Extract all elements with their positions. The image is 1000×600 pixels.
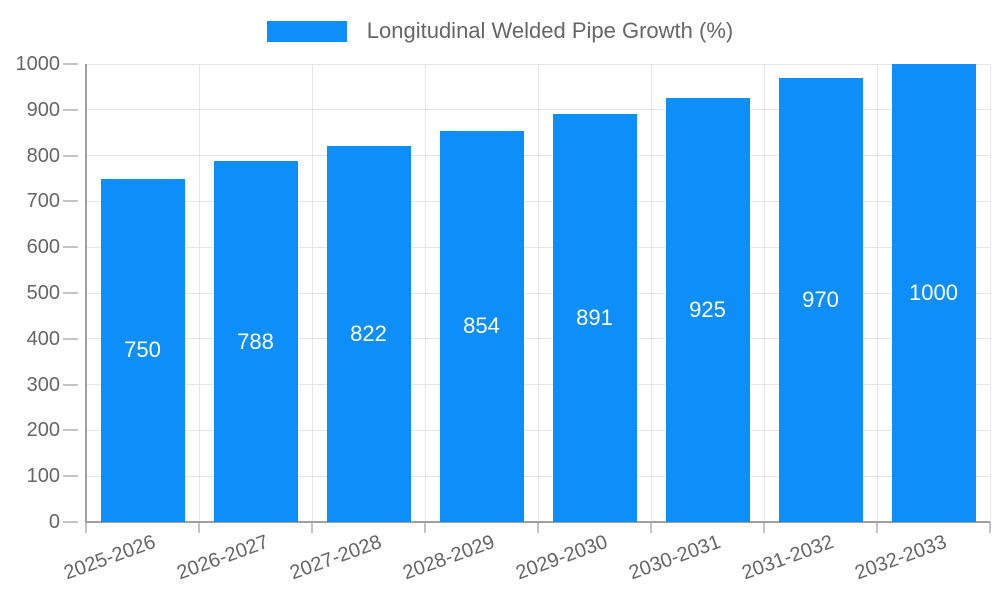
bar-value-label: 970 <box>802 286 839 312</box>
legend-swatch[interactable] <box>266 20 347 42</box>
x-tick <box>650 522 652 533</box>
legend-label: Longitudinal Welded Pipe Growth (%) <box>366 18 734 43</box>
bar-value-label: 822 <box>350 320 387 346</box>
bar-value-label: 788 <box>237 328 274 354</box>
y-tick <box>63 521 78 523</box>
y-axis-line <box>85 64 87 522</box>
y-tick <box>63 429 78 432</box>
x-tick <box>876 522 878 533</box>
y-tick <box>63 383 78 386</box>
y-tick-label: 200 <box>26 419 60 442</box>
y-tick <box>63 63 78 65</box>
bar-value-label: 750 <box>124 337 161 363</box>
x-axis-label: 2032-2033 <box>851 530 950 585</box>
bar-value-label: 925 <box>689 297 726 323</box>
x-gridline <box>537 64 539 522</box>
y-tick <box>63 337 78 340</box>
chart-legend[interactable]: Longitudinal Welded Pipe Growth (%) <box>0 18 1000 44</box>
y-tick-label: 600 <box>26 236 60 259</box>
x-tick <box>763 522 765 533</box>
x-gridline <box>989 64 991 522</box>
bar <box>891 64 976 522</box>
y-tick-label: 100 <box>26 465 60 488</box>
y-tick <box>63 292 78 294</box>
y-tick-label: 900 <box>26 98 60 121</box>
y-tick <box>63 154 78 157</box>
y-tick-label: 0 <box>48 511 60 533</box>
x-tick <box>311 522 313 533</box>
bar <box>100 178 185 522</box>
x-axis-label: 2028-2029 <box>399 530 498 585</box>
x-axis-label: 2027-2028 <box>286 530 385 585</box>
y-tick-label: 1000 <box>15 53 61 75</box>
bar-value-label: 854 <box>463 313 500 339</box>
bar <box>326 145 411 522</box>
x-tick <box>424 522 426 533</box>
x-axis-label: 2026-2027 <box>173 530 272 585</box>
y-tick-label: 500 <box>26 282 60 304</box>
x-gridline <box>763 64 765 522</box>
x-axis-label: 2029-2030 <box>512 530 611 585</box>
y-tick-label: 400 <box>26 327 60 350</box>
x-axis-line <box>85 521 990 523</box>
y-tick-label: 700 <box>26 190 60 213</box>
bar <box>439 130 524 522</box>
bar <box>778 77 863 522</box>
bar <box>213 161 298 522</box>
y-tick <box>63 246 78 249</box>
x-tick <box>85 522 87 533</box>
x-tick <box>537 522 539 533</box>
y-tick <box>63 475 78 478</box>
y-tick <box>63 108 78 111</box>
x-tick <box>198 522 200 533</box>
x-gridline <box>876 64 878 522</box>
x-axis-label: 2031-2032 <box>738 530 837 585</box>
y-tick-label: 800 <box>26 144 60 167</box>
bar-value-label: 891 <box>576 304 613 330</box>
x-gridline <box>198 64 200 522</box>
bar <box>552 113 637 522</box>
x-gridline <box>424 64 426 522</box>
y-tick <box>63 200 78 203</box>
x-axis-label: 2030-2031 <box>625 530 724 585</box>
x-tick <box>989 522 991 533</box>
x-gridline <box>650 64 652 522</box>
x-axis-label: 2025-2026 <box>60 530 159 585</box>
bar <box>665 98 750 522</box>
y-tick-label: 300 <box>26 373 60 396</box>
bar-value-label: 1000 <box>909 280 958 305</box>
x-gridline <box>311 64 313 522</box>
